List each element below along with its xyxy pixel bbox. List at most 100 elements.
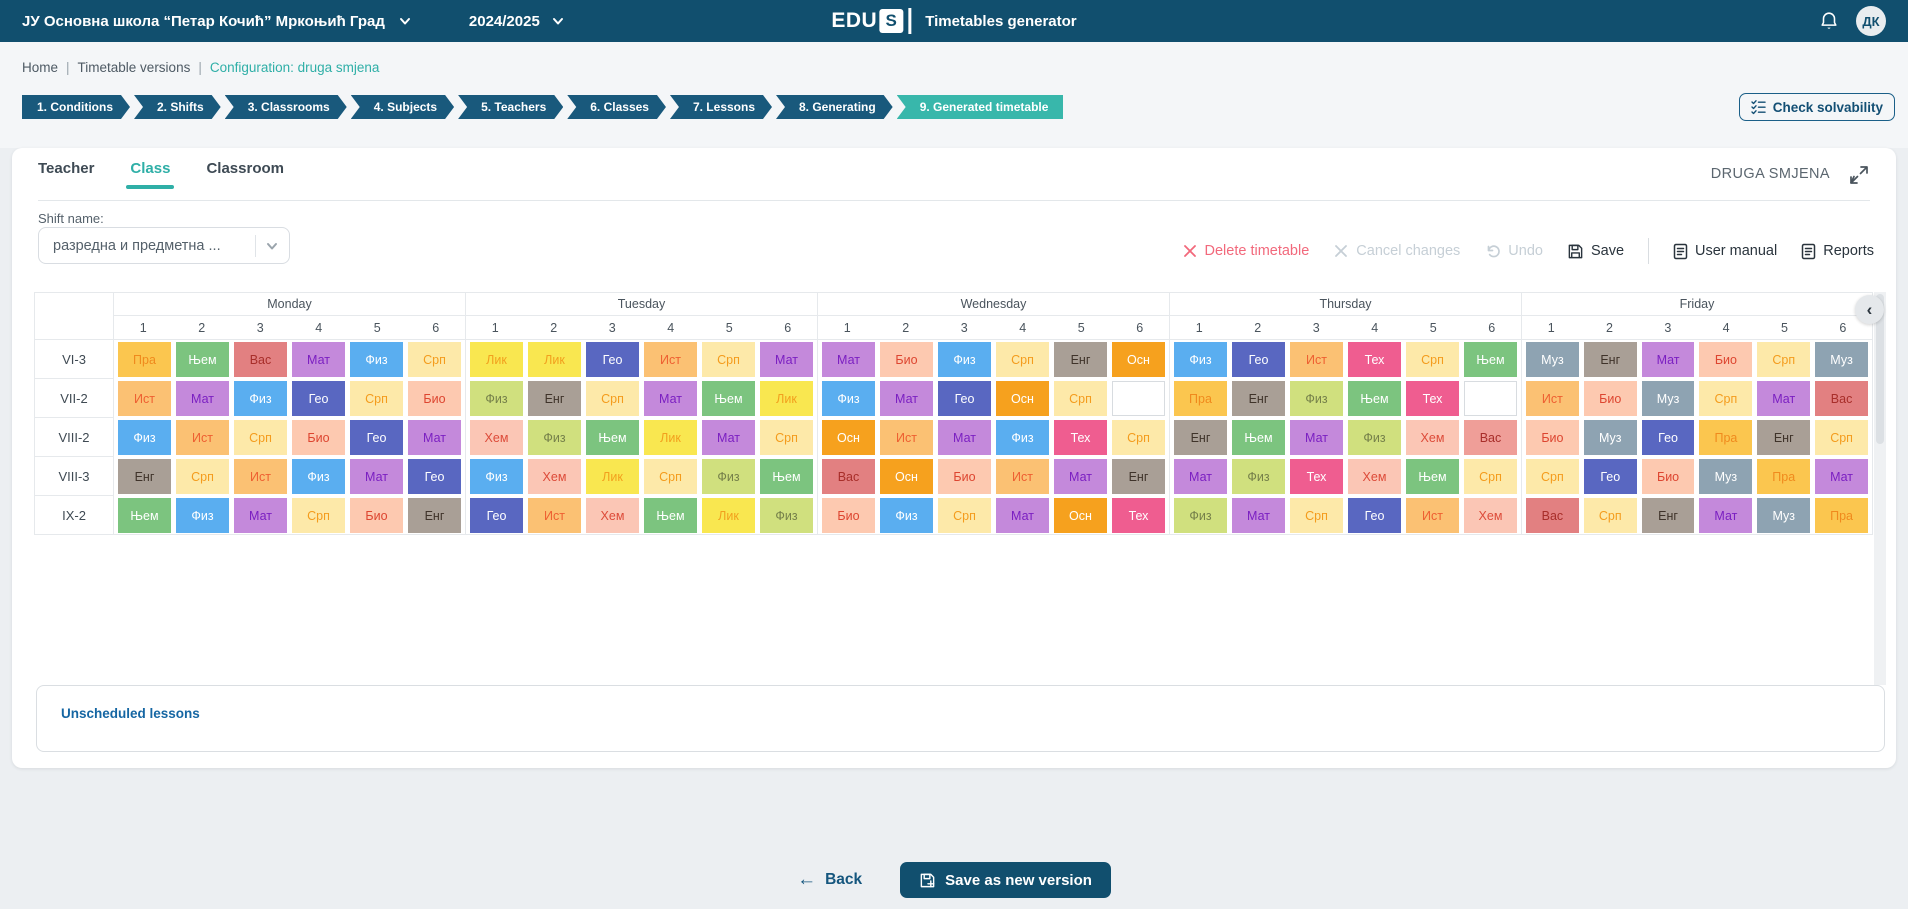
lesson-cell[interactable]: Ист xyxy=(176,420,229,455)
lesson-cell[interactable]: Срп xyxy=(1112,420,1165,455)
lesson-cell[interactable]: Њем xyxy=(644,498,697,533)
delete-timetable-button[interactable]: Delete timetable xyxy=(1182,243,1309,259)
lesson-cell[interactable]: Срп xyxy=(644,459,697,494)
lesson-cell[interactable]: Њем xyxy=(118,498,171,533)
lesson-cell[interactable]: Њем xyxy=(1406,459,1459,494)
lesson-cell[interactable]: Њем xyxy=(702,381,755,416)
lesson-cell[interactable]: Мат xyxy=(234,498,287,533)
lesson-cell[interactable]: Пра xyxy=(1174,381,1227,416)
lesson-cell[interactable]: Лик xyxy=(644,420,697,455)
lesson-cell[interactable]: Мат xyxy=(1699,498,1753,533)
lesson-cell[interactable]: Мат xyxy=(1174,459,1227,494)
lesson-cell[interactable]: Био xyxy=(1699,342,1753,377)
lesson-cell[interactable]: Мат xyxy=(1232,498,1285,533)
undo-button[interactable]: Undo xyxy=(1484,243,1543,260)
lesson-cell[interactable]: Енг xyxy=(528,381,581,416)
lesson-cell[interactable]: Био xyxy=(822,498,875,533)
lesson-cell[interactable]: Био xyxy=(350,498,403,533)
lesson-cell[interactable]: Физ xyxy=(702,459,755,494)
lesson-cell[interactable]: Био xyxy=(880,342,933,377)
lesson-cell[interactable]: Осн xyxy=(996,381,1049,416)
notifications-bell-icon[interactable] xyxy=(1818,10,1840,32)
lesson-cell[interactable]: Њем xyxy=(1232,420,1285,455)
lesson-cell[interactable]: Срп xyxy=(1699,381,1753,416)
lesson-cell[interactable]: Енг xyxy=(1174,420,1227,455)
lesson-cell[interactable]: Енг xyxy=(1583,342,1637,377)
lesson-cell[interactable]: Осн xyxy=(1054,498,1107,533)
lesson-cell[interactable]: Мат xyxy=(760,342,813,377)
lesson-cell[interactable]: Срп xyxy=(1757,342,1811,377)
lesson-cell[interactable]: Гео xyxy=(1583,459,1637,494)
lesson-cell[interactable]: Гео xyxy=(586,342,639,377)
lesson-cell[interactable]: Енг xyxy=(1757,420,1811,455)
lesson-cell[interactable]: Срп xyxy=(938,498,991,533)
tab-class[interactable]: Class xyxy=(126,160,175,189)
lesson-cell[interactable]: Срп xyxy=(1054,381,1107,416)
wizard-step-6[interactable]: 6. Classes xyxy=(567,95,666,119)
lesson-cell[interactable]: Ист xyxy=(880,420,933,455)
vertical-scrollbar[interactable] xyxy=(1874,292,1886,685)
lesson-cell[interactable]: Физ xyxy=(1232,459,1285,494)
lesson-cell[interactable]: Хем xyxy=(1464,498,1517,533)
lesson-cell[interactable]: Муз xyxy=(1583,420,1637,455)
lesson-cell[interactable]: Вас xyxy=(822,459,875,494)
lesson-cell[interactable]: Физ xyxy=(880,498,933,533)
lesson-cell[interactable]: Гео xyxy=(1232,342,1285,377)
scrollbar-thumb[interactable] xyxy=(1876,294,1884,444)
lesson-cell[interactable]: Срп xyxy=(1815,420,1868,455)
lesson-cell[interactable]: Био xyxy=(1583,381,1637,416)
lesson-cell[interactable]: Срп xyxy=(1290,498,1343,533)
lesson-cell[interactable]: Хем xyxy=(1348,459,1401,494)
breadcrumb-home[interactable]: Home xyxy=(22,60,59,75)
save-as-new-version-button[interactable]: Save as new version xyxy=(900,862,1111,898)
lesson-cell[interactable]: Хем xyxy=(528,459,581,494)
lesson-cell[interactable]: Физ xyxy=(292,459,345,494)
lesson-cell[interactable]: Енг xyxy=(1112,459,1165,494)
lesson-cell[interactable]: Пра xyxy=(1699,420,1753,455)
lesson-cell[interactable]: Хем xyxy=(586,498,639,533)
lesson-cell[interactable]: Физ xyxy=(234,381,287,416)
lesson-cell[interactable]: Мат xyxy=(1054,459,1107,494)
lesson-cell[interactable]: Муз xyxy=(1757,498,1811,533)
breadcrumb-configuration[interactable]: Configuration: druga smjena xyxy=(209,60,380,75)
lesson-cell[interactable]: Мат xyxy=(702,420,755,455)
lesson-cell[interactable]: Мат xyxy=(880,381,933,416)
lesson-cell[interactable]: Мат xyxy=(176,381,229,416)
lesson-cell[interactable]: Физ xyxy=(1348,420,1401,455)
lesson-cell[interactable]: Гео xyxy=(292,381,345,416)
lesson-cell[interactable]: Гео xyxy=(938,381,991,416)
lesson-cell[interactable]: Муз xyxy=(1699,459,1753,494)
user-manual-button[interactable]: User manual xyxy=(1673,243,1777,260)
lesson-cell[interactable]: Физ xyxy=(470,381,523,416)
lesson-cell[interactable]: Енг xyxy=(1232,381,1285,416)
lesson-cell[interactable]: Физ xyxy=(996,420,1049,455)
shift-select[interactable]: разредна и предметна ... xyxy=(38,227,290,264)
lesson-cell[interactable]: Мат xyxy=(996,498,1049,533)
lesson-cell[interactable]: Гео xyxy=(470,498,523,533)
lesson-cell[interactable]: Мат xyxy=(1757,381,1811,416)
lesson-cell[interactable]: Био xyxy=(1641,459,1695,494)
lesson-cell[interactable]: Физ xyxy=(760,498,813,533)
lesson-cell[interactable]: Срп xyxy=(1526,459,1579,494)
lesson-cell[interactable]: Осн xyxy=(880,459,933,494)
wizard-step-2[interactable]: 2. Shifts xyxy=(134,95,221,119)
lesson-cell[interactable]: Тех xyxy=(1112,498,1165,533)
lesson-cell[interactable]: Био xyxy=(292,420,345,455)
save-button[interactable]: Save xyxy=(1567,243,1624,260)
lesson-cell[interactable]: Физ xyxy=(822,381,875,416)
lesson-cell[interactable]: Тех xyxy=(1054,420,1107,455)
lesson-cell[interactable]: Вас xyxy=(1815,381,1868,416)
lesson-cell[interactable]: Ист xyxy=(118,381,171,416)
lesson-cell[interactable]: Срп xyxy=(350,381,403,416)
lesson-cell[interactable]: Физ xyxy=(350,342,403,377)
lesson-cell[interactable]: Мат xyxy=(1641,342,1695,377)
lesson-cell[interactable]: Енг xyxy=(1641,498,1695,533)
lesson-cell[interactable]: Физ xyxy=(118,420,171,455)
school-selector[interactable]: ЈУ Основна школа “Петар Кочић” Мркоњић Г… xyxy=(22,13,411,30)
lesson-cell[interactable]: Енг xyxy=(1054,342,1107,377)
wizard-step-5[interactable]: 5. Teachers xyxy=(458,95,563,119)
breadcrumb-timetable-versions[interactable]: Timetable versions xyxy=(77,60,191,75)
lesson-cell[interactable]: Њем xyxy=(1348,381,1401,416)
lesson-cell[interactable]: Ист xyxy=(644,342,697,377)
lesson-cell[interactable]: Муз xyxy=(1641,381,1695,416)
